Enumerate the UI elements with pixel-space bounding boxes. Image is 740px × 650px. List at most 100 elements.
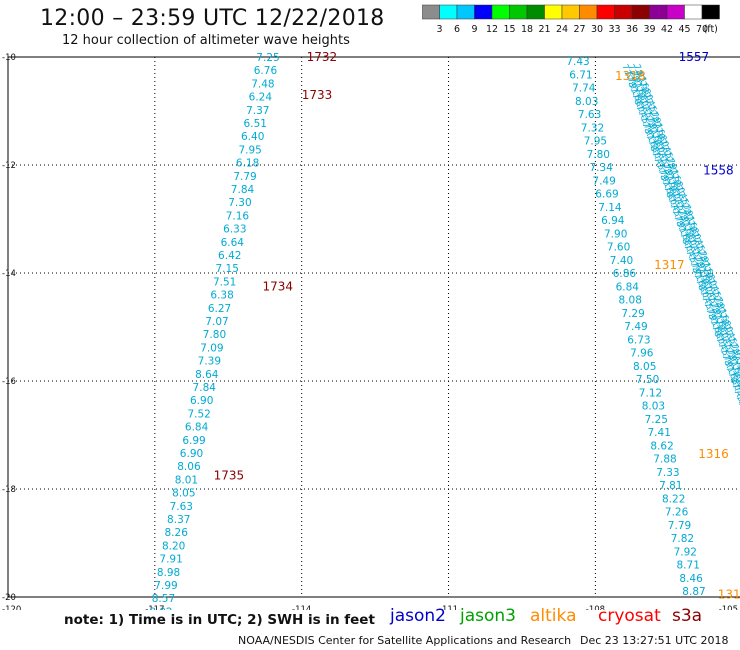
wave-height-label: 7.60	[607, 242, 630, 254]
wave-height-label: 7.49	[592, 175, 615, 187]
wave-height-label-dense: 8.0	[735, 364, 740, 381]
lat-tick-label: -16	[2, 377, 16, 387]
wave-height-label: 7.91	[159, 554, 182, 566]
pass-time-label: 1734	[263, 280, 294, 294]
wave-height-label: 7.84	[193, 382, 217, 394]
wave-height-label-dense: 7.9	[735, 399, 740, 416]
wave-height-label: 7.52	[187, 408, 210, 420]
wave-height-label: 7.40	[610, 255, 633, 267]
wave-height-label: 7.33	[656, 467, 679, 479]
wave-height-label: 7.09	[200, 342, 223, 354]
lon-tick-label: -111	[439, 605, 458, 610]
lat-tick-label: -20	[2, 593, 16, 603]
units-note: note: 1) Time is in UTC; 2) SWH is in fe…	[64, 612, 375, 628]
wave-height-label: 6.76	[254, 65, 278, 77]
lat-tick-label: -12	[2, 161, 16, 171]
wave-height-label: 8.22	[662, 493, 685, 505]
wave-height-label: 8.62	[650, 440, 673, 452]
wave-height-label: 8.37	[167, 514, 190, 526]
wave-height-label: 8.26	[165, 527, 189, 539]
wave-height-label: 7.96	[630, 348, 654, 360]
wave-height-label: 8.03	[575, 96, 598, 108]
colorbar-label: 36	[626, 24, 638, 34]
colorbar-label: 15	[503, 24, 515, 34]
legend-altika: altika	[530, 606, 577, 626]
wave-height-label: 6.51	[244, 118, 267, 130]
wave-height-label: 7.41	[648, 427, 671, 439]
colorbar-label: 42	[661, 24, 673, 34]
wave-height-label: 6.69	[595, 189, 618, 201]
pass-time-label: 1315	[718, 587, 740, 601]
wave-height-label-dense: 8.0	[731, 370, 740, 387]
pass-time-label: 1735	[214, 469, 245, 483]
wave-height-label: 7.14	[598, 202, 622, 214]
wave-height-label: 7.43	[566, 56, 589, 68]
wave-height-label-dense: 7.7	[733, 393, 740, 410]
lon-tick-label: -108	[586, 605, 605, 610]
pass-time-label: 1733	[302, 88, 333, 102]
wave-height-label-dense: 7.5	[735, 382, 740, 399]
wave-height-label-dense: 7.4	[733, 376, 740, 393]
legend-jason2: jason2	[390, 606, 446, 626]
wave-height-label-dense: 7.4	[729, 382, 740, 399]
wave-height-label: 6.27	[208, 303, 231, 315]
wave-height-label: 7.90	[604, 228, 627, 240]
wave-height-label: 7.63	[578, 109, 601, 121]
wave-height-label: 7.88	[653, 454, 676, 466]
wave-height-label: 7.07	[205, 316, 228, 328]
colorbar-label: 18	[521, 24, 533, 34]
lon-tick-label: -120	[2, 605, 21, 610]
wave-height-label: 7.29	[621, 308, 644, 320]
pass-time-label: 1316	[698, 447, 729, 461]
pass-time-label: 1558	[703, 163, 734, 177]
wave-height-label: 7.30	[228, 197, 251, 209]
footer-timestamp: Dec 23 13:27:51 UTC 2018	[580, 634, 729, 647]
wave-height-label: 6.73	[627, 334, 650, 346]
wave-height-label: 7.49	[624, 321, 647, 333]
legend-jason3: jason3	[460, 606, 516, 626]
wave-height-label: 8.08	[619, 295, 642, 307]
wave-height-label: 6.40	[241, 131, 264, 143]
pass-time-label: 1557	[679, 50, 710, 64]
lat-tick-label: -14	[2, 269, 16, 279]
wave-height-label: 7.32	[581, 122, 604, 134]
map-frame	[7, 56, 740, 598]
wave-height-label: 6.71	[569, 69, 592, 81]
colorbar-label: 9	[471, 24, 477, 34]
colorbar-label: (ft)	[704, 24, 718, 34]
wave-height-label-dense: 7.6	[731, 353, 740, 370]
wave-height-label: 8.02	[149, 606, 172, 610]
colorbar-label: 70	[696, 24, 708, 34]
wave-height-label: 7.12	[639, 387, 662, 399]
wave-height-label: 8.06	[177, 461, 201, 473]
altimeter-map: -120 -117 -114 -111 -108 -105 -10 -12 -14 -16 -18 -…	[2, 50, 740, 610]
wave-height-label: 7.81	[659, 480, 682, 492]
wave-height-label: 8.01	[175, 474, 198, 486]
wave-height-label: 7.95	[584, 136, 607, 148]
wave-height-label-dense: 7.5	[731, 388, 740, 405]
wave-height-label: 6.18	[236, 158, 259, 170]
wave-height-label: 6.90	[180, 448, 203, 460]
colorbar-swatch	[701, 4, 720, 20]
wave-height-label: 7.16	[226, 210, 250, 222]
wave-height-label: 6.84	[185, 422, 209, 434]
lon-tick-label: -114	[292, 605, 311, 610]
colorbar-label: 33	[608, 24, 620, 34]
wave-height-label: 8.20	[162, 540, 185, 552]
wave-height-label: 6.33	[223, 224, 246, 236]
wave-height-label-dense: 7.8	[729, 364, 740, 381]
wave-height-label: 7.80	[587, 149, 610, 161]
wave-height-label: 7.39	[198, 356, 221, 368]
wave-height-label-dense: 7.8	[733, 359, 740, 376]
wave-height-label: 7.37	[246, 105, 269, 117]
wave-height-label: 7.15	[216, 263, 239, 275]
wave-height-label: 7.25	[256, 52, 279, 64]
colorbar-label: 12	[486, 24, 498, 34]
wave-height-label: 8.05	[633, 361, 656, 373]
colorbar-label: 30	[591, 24, 603, 34]
wave-height-label: 7.82	[671, 533, 694, 545]
wave-height-label: 7.79	[233, 171, 256, 183]
wave-height-label: 6.24	[249, 92, 273, 104]
wave-height-label: 6.84	[616, 281, 640, 293]
wave-height-label: 7.51	[213, 276, 236, 288]
